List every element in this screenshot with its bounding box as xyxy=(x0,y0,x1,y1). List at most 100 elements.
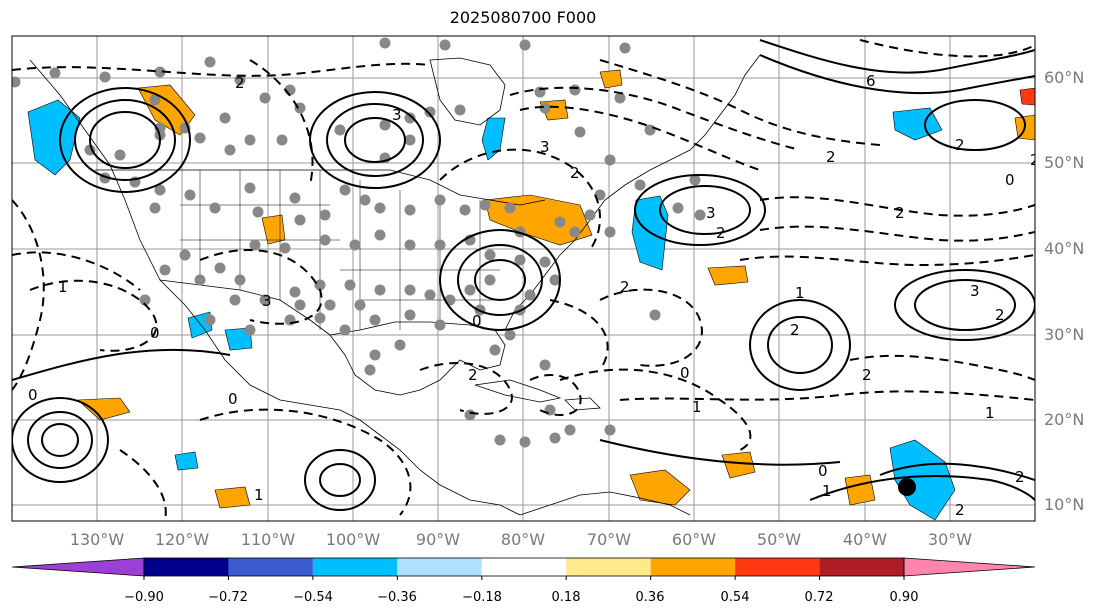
lon-label: 130°W xyxy=(70,530,125,549)
colorbar-tick-label: 0.36 xyxy=(636,590,665,605)
observation-point xyxy=(259,92,271,104)
observation-point xyxy=(564,424,576,436)
observation-point xyxy=(584,209,596,221)
state-borders xyxy=(180,170,500,330)
dashed-contour xyxy=(199,408,412,516)
colorbar-tick-labels: −0.90 −0.72 −0.54 −0.36 −0.18 0.18 0.36 … xyxy=(124,590,918,605)
map-panel: 2 3 3 2 2 6 2 0 2 3 2 1 2 3 2 0 1 2 1 2 xyxy=(11,35,1036,522)
observation-point xyxy=(339,184,351,196)
observation-point xyxy=(314,279,326,291)
lon-label: 120°W xyxy=(155,530,210,549)
coastline-east-coast xyxy=(504,54,761,331)
lat-label-60n: 60°N xyxy=(1044,68,1084,87)
contour-ring xyxy=(634,174,766,246)
observation-point xyxy=(374,202,386,214)
observation-point xyxy=(369,349,381,361)
observation-point xyxy=(99,71,111,83)
wave-contour xyxy=(12,348,231,381)
contour-label: 1 xyxy=(795,284,805,302)
observation-point xyxy=(504,329,516,341)
observation-point xyxy=(229,294,241,306)
lon-label: 100°W xyxy=(326,530,381,549)
dashed-contour xyxy=(509,86,801,151)
observation-point xyxy=(374,229,386,241)
contour-label: 2 xyxy=(790,321,800,339)
coastline-hispaniola xyxy=(564,397,601,411)
contour-ring xyxy=(749,299,851,391)
lat-label-50n: 50°N xyxy=(1044,153,1084,172)
observation-point xyxy=(539,102,551,114)
contour-label: 2 xyxy=(862,366,872,384)
lat-label-20n: 20°N xyxy=(1044,410,1084,429)
shade-blob xyxy=(77,397,131,421)
observation-point xyxy=(404,239,416,251)
observation-point xyxy=(324,299,336,311)
colorbar-tick-label: 0.18 xyxy=(552,590,581,605)
contour-label: 3 xyxy=(970,282,980,300)
jet-contour xyxy=(759,39,1035,74)
colorbar-frame xyxy=(143,557,905,577)
colorbar xyxy=(11,557,1036,580)
observation-point xyxy=(539,359,551,371)
colorbar-segment xyxy=(228,558,313,576)
shade-blob xyxy=(27,99,81,176)
observation-point xyxy=(694,209,706,221)
lat-label-30n: 30°N xyxy=(1044,325,1084,344)
contour-label: 1 xyxy=(985,404,995,422)
contour-labels: 2 3 3 2 2 6 2 0 2 3 2 1 2 3 2 0 1 2 1 2 xyxy=(28,72,1035,519)
jet-contour xyxy=(809,475,1035,501)
observation-point xyxy=(604,226,616,238)
contour-label: 1 xyxy=(692,398,702,416)
observation-point xyxy=(604,424,616,436)
observation-point xyxy=(464,284,476,296)
lon-label: 80°W xyxy=(501,530,545,549)
observation-point xyxy=(479,199,491,211)
observation-point xyxy=(214,262,226,274)
observation-point xyxy=(244,182,256,194)
observation-point xyxy=(519,39,531,51)
longitude-labels: 130°W 120°W 110°W 100°W 90°W 80°W 70°W 6… xyxy=(70,530,972,549)
shade-blob xyxy=(481,117,506,161)
observation-point xyxy=(434,239,446,251)
observation-point xyxy=(149,202,161,214)
observation-point xyxy=(369,314,381,326)
contour-ring xyxy=(894,269,1035,341)
colorbar-tick-label: −0.90 xyxy=(124,590,164,605)
contour-ring xyxy=(326,103,424,177)
contour-label: 6 xyxy=(866,72,876,90)
observation-point xyxy=(184,189,196,201)
contour-label: 2 xyxy=(468,366,478,384)
coastline-gulf-of-mexico xyxy=(329,321,506,396)
observation-point xyxy=(114,149,126,161)
contour-label: 3 xyxy=(540,138,550,156)
coastline-hudson-bay xyxy=(429,57,506,126)
observation-point xyxy=(12,76,21,88)
observation-point xyxy=(404,134,416,146)
observation-point xyxy=(289,286,301,298)
contour-label: 1 xyxy=(254,486,264,504)
observation-point xyxy=(549,274,561,286)
colorbar-segment xyxy=(650,558,736,576)
contour-label: 2 xyxy=(620,278,630,296)
observation-point xyxy=(484,274,496,286)
observation-point xyxy=(149,94,161,106)
contour-label: 3 xyxy=(262,292,272,310)
observation-point xyxy=(404,309,416,321)
contour-label: 2 xyxy=(826,148,836,166)
observation-points xyxy=(12,37,706,448)
contour-label: 2 xyxy=(995,306,1005,324)
observation-point xyxy=(249,239,261,251)
dashed-contour xyxy=(29,279,158,352)
observation-point xyxy=(314,312,326,324)
contour-label: 0 xyxy=(472,312,482,330)
observation-point xyxy=(209,202,221,214)
colorbar-tick-label: −0.18 xyxy=(462,590,502,605)
map-title: 2025080700 F000 xyxy=(449,8,597,27)
dashed-contour xyxy=(559,368,752,451)
observation-point xyxy=(252,206,264,218)
shade-blob xyxy=(174,451,199,471)
coastline-south-america xyxy=(519,491,691,516)
dashed-contour xyxy=(849,354,1035,381)
contour-ring xyxy=(914,279,1016,331)
anomaly-shading xyxy=(27,69,1035,521)
